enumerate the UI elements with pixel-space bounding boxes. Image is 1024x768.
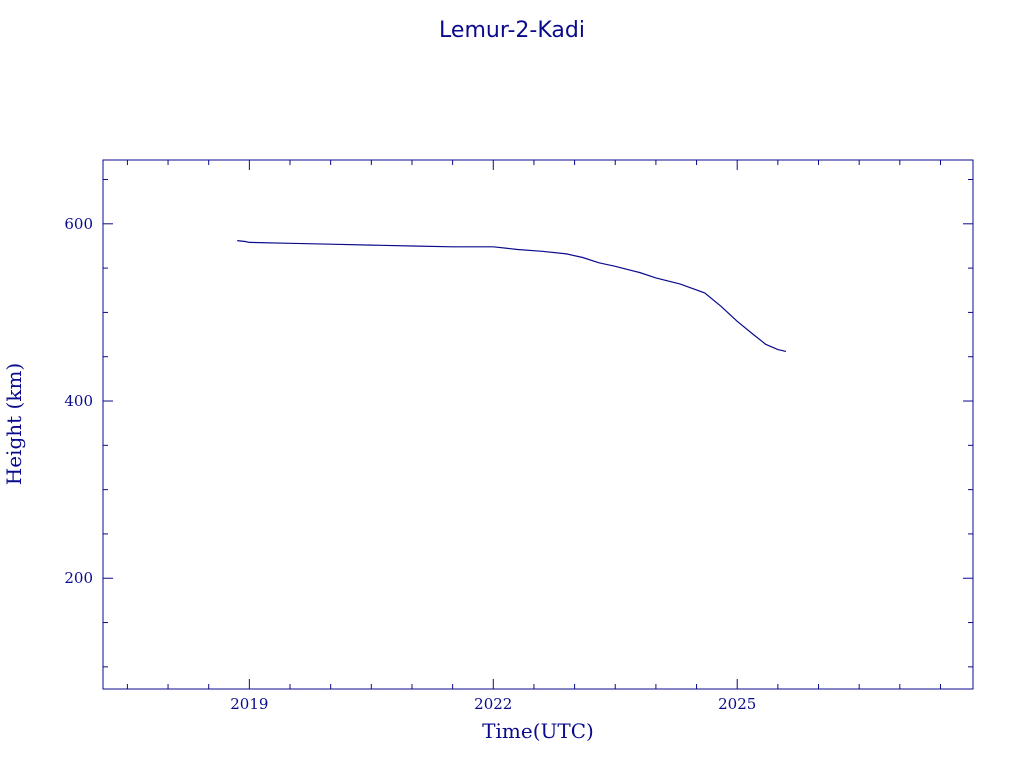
x-tick-label: 2022	[474, 695, 512, 713]
y-tick-label: 200	[64, 569, 93, 587]
y-tick-label: 600	[64, 215, 93, 233]
chart-title: Lemur-2-Kadi	[439, 18, 585, 43]
series-line-height	[237, 240, 787, 352]
axis-tick-labels: 2019 2022 2025 200 400 600	[64, 215, 756, 713]
x-tick-label: 2019	[230, 695, 268, 713]
y-axis-label: Height (km)	[2, 363, 26, 485]
y-tick-label: 400	[64, 392, 93, 410]
axis-ticks	[103, 160, 973, 689]
x-tick-label: 2025	[718, 695, 756, 713]
plot-frame	[102, 159, 974, 690]
x-axis-label: Time(UTC)	[482, 719, 594, 743]
